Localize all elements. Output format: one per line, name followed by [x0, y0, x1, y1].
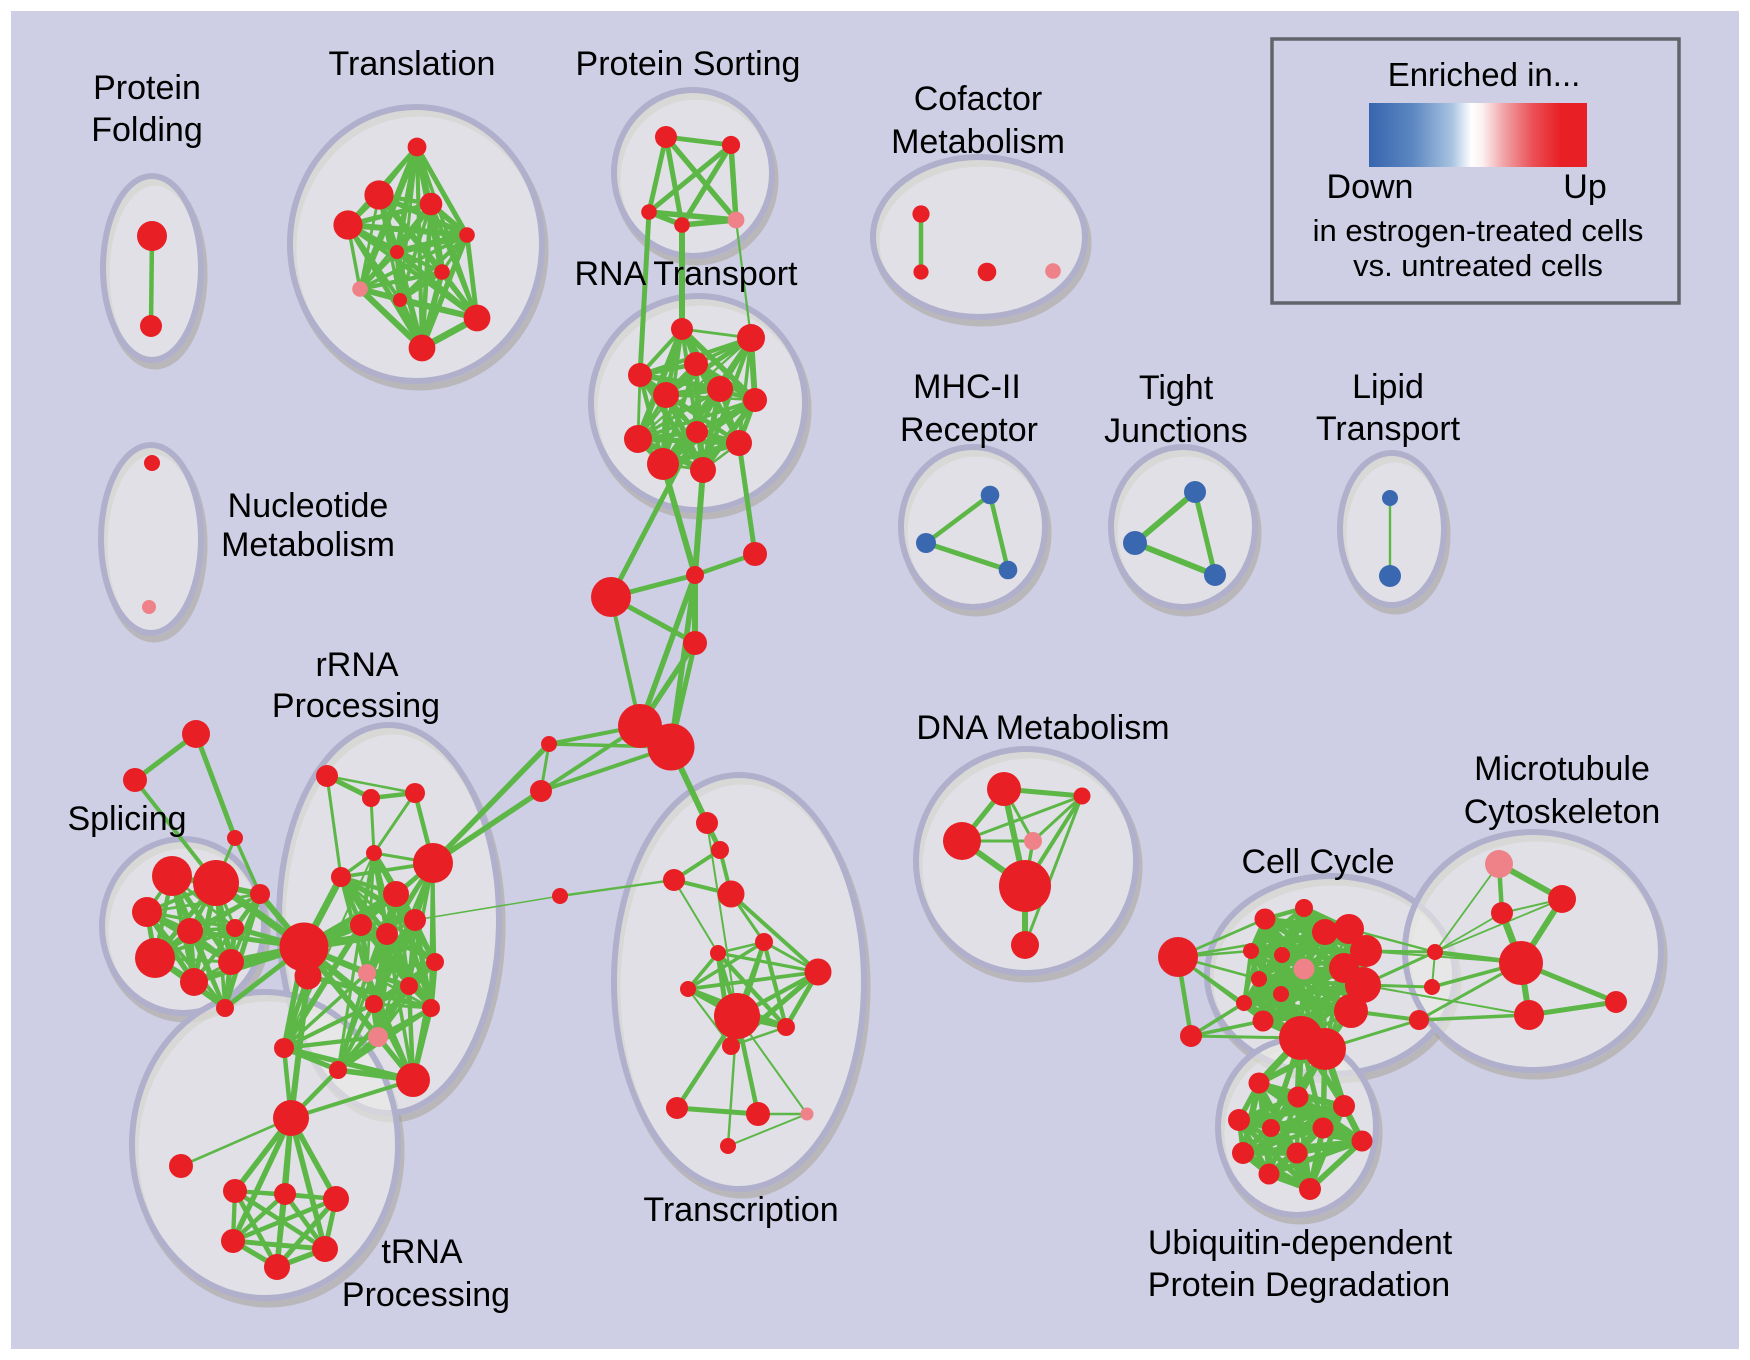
svg-text:Processing: Processing: [342, 1276, 510, 1314]
svg-text:Nucleotide: Nucleotide: [228, 487, 389, 525]
svg-text:Up: Up: [1563, 168, 1606, 206]
svg-text:DNA Metabolism: DNA Metabolism: [916, 709, 1169, 747]
svg-text:Tight: Tight: [1139, 369, 1214, 407]
svg-text:Protein Degradation: Protein Degradation: [1148, 1266, 1450, 1304]
svg-text:Protein Sorting: Protein Sorting: [576, 45, 801, 83]
svg-text:Enriched in...: Enriched in...: [1388, 56, 1581, 93]
svg-text:Splicing: Splicing: [67, 800, 186, 838]
svg-text:rRNA: rRNA: [315, 646, 398, 684]
svg-text:Down: Down: [1327, 168, 1414, 206]
svg-text:Folding: Folding: [91, 111, 203, 149]
svg-text:Protein: Protein: [93, 69, 201, 107]
svg-text:Transport: Transport: [1316, 410, 1461, 448]
svg-text:Cytoskeleton: Cytoskeleton: [1464, 793, 1661, 831]
svg-text:Metabolism: Metabolism: [891, 123, 1065, 161]
svg-text:RNA Transport: RNA Transport: [575, 255, 799, 293]
svg-text:Translation: Translation: [329, 45, 496, 83]
svg-text:Ubiquitin-dependent: Ubiquitin-dependent: [1148, 1224, 1453, 1262]
svg-text:Transcription: Transcription: [643, 1191, 838, 1229]
svg-text:MHC-II: MHC-II: [913, 368, 1021, 406]
svg-text:in estrogen-treated cells: in estrogen-treated cells: [1313, 213, 1644, 248]
svg-text:Junctions: Junctions: [1104, 412, 1248, 450]
svg-text:tRNA: tRNA: [381, 1233, 463, 1271]
svg-text:Receptor: Receptor: [900, 411, 1038, 449]
svg-text:Microtubule: Microtubule: [1474, 750, 1650, 788]
svg-text:Cofactor: Cofactor: [914, 80, 1043, 118]
svg-text:Processing: Processing: [272, 687, 440, 725]
svg-text:Metabolism: Metabolism: [221, 526, 395, 564]
svg-text:vs. untreated cells: vs. untreated cells: [1353, 248, 1603, 283]
svg-text:Cell Cycle: Cell Cycle: [1241, 843, 1394, 881]
svg-text:Lipid: Lipid: [1352, 368, 1424, 406]
